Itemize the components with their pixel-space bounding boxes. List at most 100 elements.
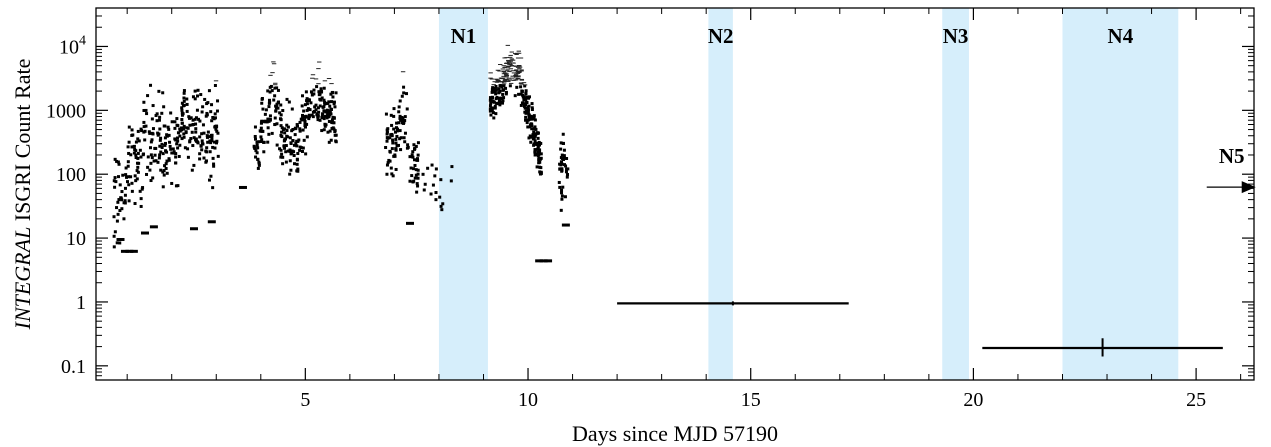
data-point <box>112 215 116 219</box>
data-point <box>124 166 128 170</box>
data-point <box>284 144 288 148</box>
data-point <box>158 153 162 157</box>
data-point <box>200 110 204 114</box>
data-point <box>398 114 402 118</box>
data-point <box>262 150 266 154</box>
data-point <box>285 97 289 101</box>
data-point <box>170 120 174 124</box>
data-point <box>136 165 140 169</box>
data-point <box>259 126 263 130</box>
data-point <box>142 120 146 124</box>
data-point <box>305 122 309 126</box>
data-point <box>276 106 280 110</box>
data-point <box>185 97 189 101</box>
data-point <box>208 139 212 143</box>
data-point <box>535 165 539 169</box>
data-point <box>492 100 496 104</box>
data-point <box>126 145 130 149</box>
data-point <box>165 134 169 138</box>
data-point <box>538 150 542 154</box>
data-point <box>400 116 404 120</box>
band-label-n4: N4 <box>1108 24 1134 48</box>
data-point <box>524 115 528 119</box>
data-point <box>127 199 131 203</box>
data-point <box>270 89 274 93</box>
data-point <box>180 113 184 117</box>
data-point <box>138 189 142 193</box>
data-point <box>261 119 265 123</box>
data-point <box>140 187 144 191</box>
data-point <box>329 107 333 111</box>
data-point <box>279 155 283 159</box>
data-point <box>265 120 269 124</box>
data-point <box>494 112 498 116</box>
data-point <box>500 85 504 89</box>
data-point <box>182 91 186 95</box>
data-point <box>295 123 299 127</box>
data-point <box>139 197 143 201</box>
data-point <box>533 153 537 157</box>
data-point <box>277 100 281 104</box>
data-point <box>489 113 493 117</box>
data-point <box>391 141 395 145</box>
data-point <box>525 121 529 125</box>
data-point <box>143 138 147 142</box>
data-point <box>149 161 153 165</box>
data-point <box>135 177 139 181</box>
data-point <box>388 136 392 140</box>
data-point <box>126 164 130 168</box>
data-point <box>403 131 407 135</box>
data-point <box>530 102 534 106</box>
data-point <box>416 141 420 145</box>
data-point <box>391 174 395 178</box>
data-point <box>430 163 434 167</box>
data-point <box>182 132 186 136</box>
data-point <box>290 149 294 153</box>
data-point <box>209 174 213 178</box>
data-point <box>415 190 419 194</box>
data-point <box>440 208 444 212</box>
data-point <box>162 105 166 109</box>
data-point <box>120 198 124 202</box>
data-point <box>491 88 495 92</box>
data-point <box>330 118 334 122</box>
data-point <box>155 119 159 123</box>
data-point <box>394 141 398 145</box>
data-point <box>397 143 401 147</box>
data-point <box>530 127 534 131</box>
data-point <box>190 130 194 134</box>
data-point <box>521 102 525 106</box>
band-n3 <box>942 8 969 380</box>
data-point <box>560 169 564 173</box>
data-point <box>293 126 297 130</box>
data-point <box>317 90 321 94</box>
data-point <box>209 110 213 114</box>
data-point <box>538 170 542 174</box>
data-point <box>295 157 299 161</box>
data-point <box>405 221 414 225</box>
data-point <box>560 194 564 198</box>
data-point <box>275 86 279 90</box>
data-point <box>312 92 316 96</box>
data-point <box>209 141 213 145</box>
data-point <box>202 131 206 135</box>
data-point <box>213 112 217 116</box>
data-point <box>490 90 494 94</box>
data-point <box>260 96 264 100</box>
data-point <box>180 101 184 105</box>
data-point <box>137 161 141 165</box>
data-point <box>211 115 215 119</box>
data-point <box>489 101 493 105</box>
data-point <box>284 137 288 141</box>
data-point <box>178 143 182 147</box>
data-point <box>182 103 186 107</box>
data-point <box>450 165 454 169</box>
data-point <box>148 146 152 150</box>
data-point <box>295 124 299 128</box>
data-point <box>410 153 414 157</box>
data-point <box>123 199 127 203</box>
data-point <box>163 136 167 140</box>
data-point <box>295 139 299 143</box>
data-point <box>528 134 532 138</box>
